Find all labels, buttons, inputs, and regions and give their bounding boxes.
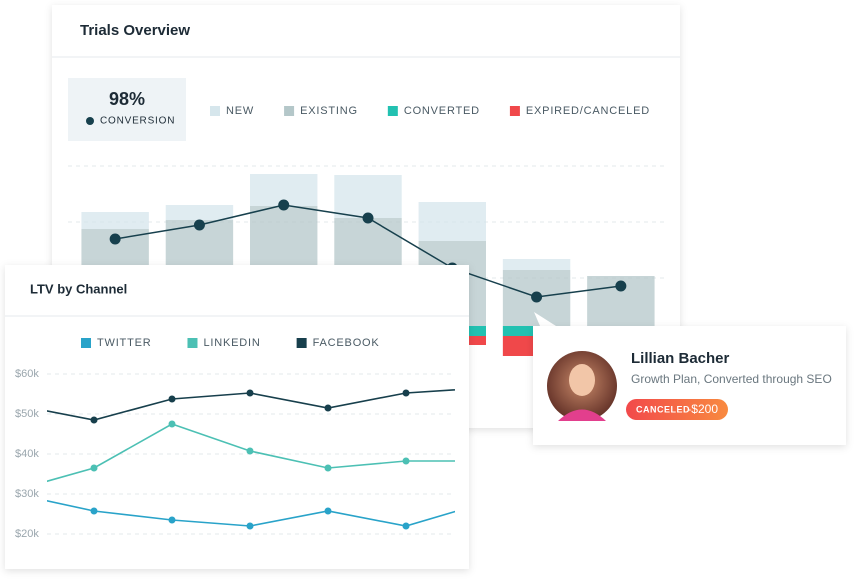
conversion-point [278, 199, 290, 211]
series-point [168, 420, 176, 428]
series-point [481, 500, 488, 507]
ltv-card: LTV by Channel TWITTER LINKEDIN FACEBOOK $2… [5, 265, 488, 569]
series-point [324, 404, 332, 412]
bar-segment [334, 175, 402, 218]
bar-segment [165, 205, 234, 220]
plot-area [47, 389, 488, 530]
kpi-box [68, 78, 186, 141]
series-point [246, 447, 254, 455]
series-point [324, 507, 332, 515]
card-title: Trials Overview [80, 22, 190, 39]
bar-segment [502, 259, 571, 270]
avatar-shirt [558, 409, 606, 421]
kpi-value: 98% [109, 89, 145, 109]
series-point [168, 516, 176, 524]
y-tick-label: $30k [15, 488, 39, 500]
status-badge [626, 399, 728, 420]
series-point [246, 389, 254, 397]
conversion-point [109, 233, 121, 245]
legend-label: CONVERTED [404, 105, 480, 117]
legend-label: EXISTING [300, 105, 358, 117]
legend-label: FACEBOOK [313, 337, 380, 349]
series-point [324, 464, 332, 472]
profile-detail: Growth Plan, Converted through SEO [631, 372, 832, 386]
legend-swatch [210, 106, 220, 116]
legend-label: NEW [226, 105, 254, 117]
legend-label: TWITTER [97, 337, 151, 349]
legend-swatch [284, 106, 295, 116]
series-point [402, 522, 410, 530]
series-point [402, 389, 410, 397]
profile-card: Lillian Bacher Growth Plan, Converted th… [533, 312, 846, 445]
series-point [402, 457, 410, 465]
kpi-label: CONVERSION [100, 116, 175, 127]
legend-label: LINKEDIN [203, 337, 260, 349]
conversion-point [531, 291, 543, 303]
conversion-point [615, 280, 627, 292]
series-point [168, 395, 176, 403]
series-point [90, 464, 98, 472]
legend-swatch [387, 106, 398, 116]
kpi-dot [86, 117, 94, 125]
profile-name: Lillian Bacher [631, 350, 730, 367]
conversion-point [362, 212, 374, 224]
card-title: LTV by Channel [30, 281, 127, 296]
conversion-point [193, 219, 205, 231]
bar-segment [418, 202, 486, 241]
status: CANCELED [636, 404, 690, 414]
legend-swatch [509, 106, 520, 116]
avatar-face [569, 364, 595, 396]
series-point [246, 522, 254, 530]
y-tick-label: $20k [15, 528, 39, 540]
bar-segment [81, 212, 149, 229]
y-tick-label: $40k [15, 448, 39, 460]
series-point [90, 416, 98, 424]
series-point [481, 458, 488, 465]
y-tick-label: $60k [15, 368, 39, 380]
callout-tail [534, 312, 556, 326]
legend-swatch [81, 338, 91, 348]
series-point [90, 507, 98, 515]
legend-swatch [296, 338, 307, 348]
amount: -$200 [687, 402, 718, 416]
legend-label: EXPIRED/CANCELED [526, 105, 650, 117]
legend-swatch [187, 338, 198, 348]
y-tick-label: $50k [15, 408, 39, 420]
